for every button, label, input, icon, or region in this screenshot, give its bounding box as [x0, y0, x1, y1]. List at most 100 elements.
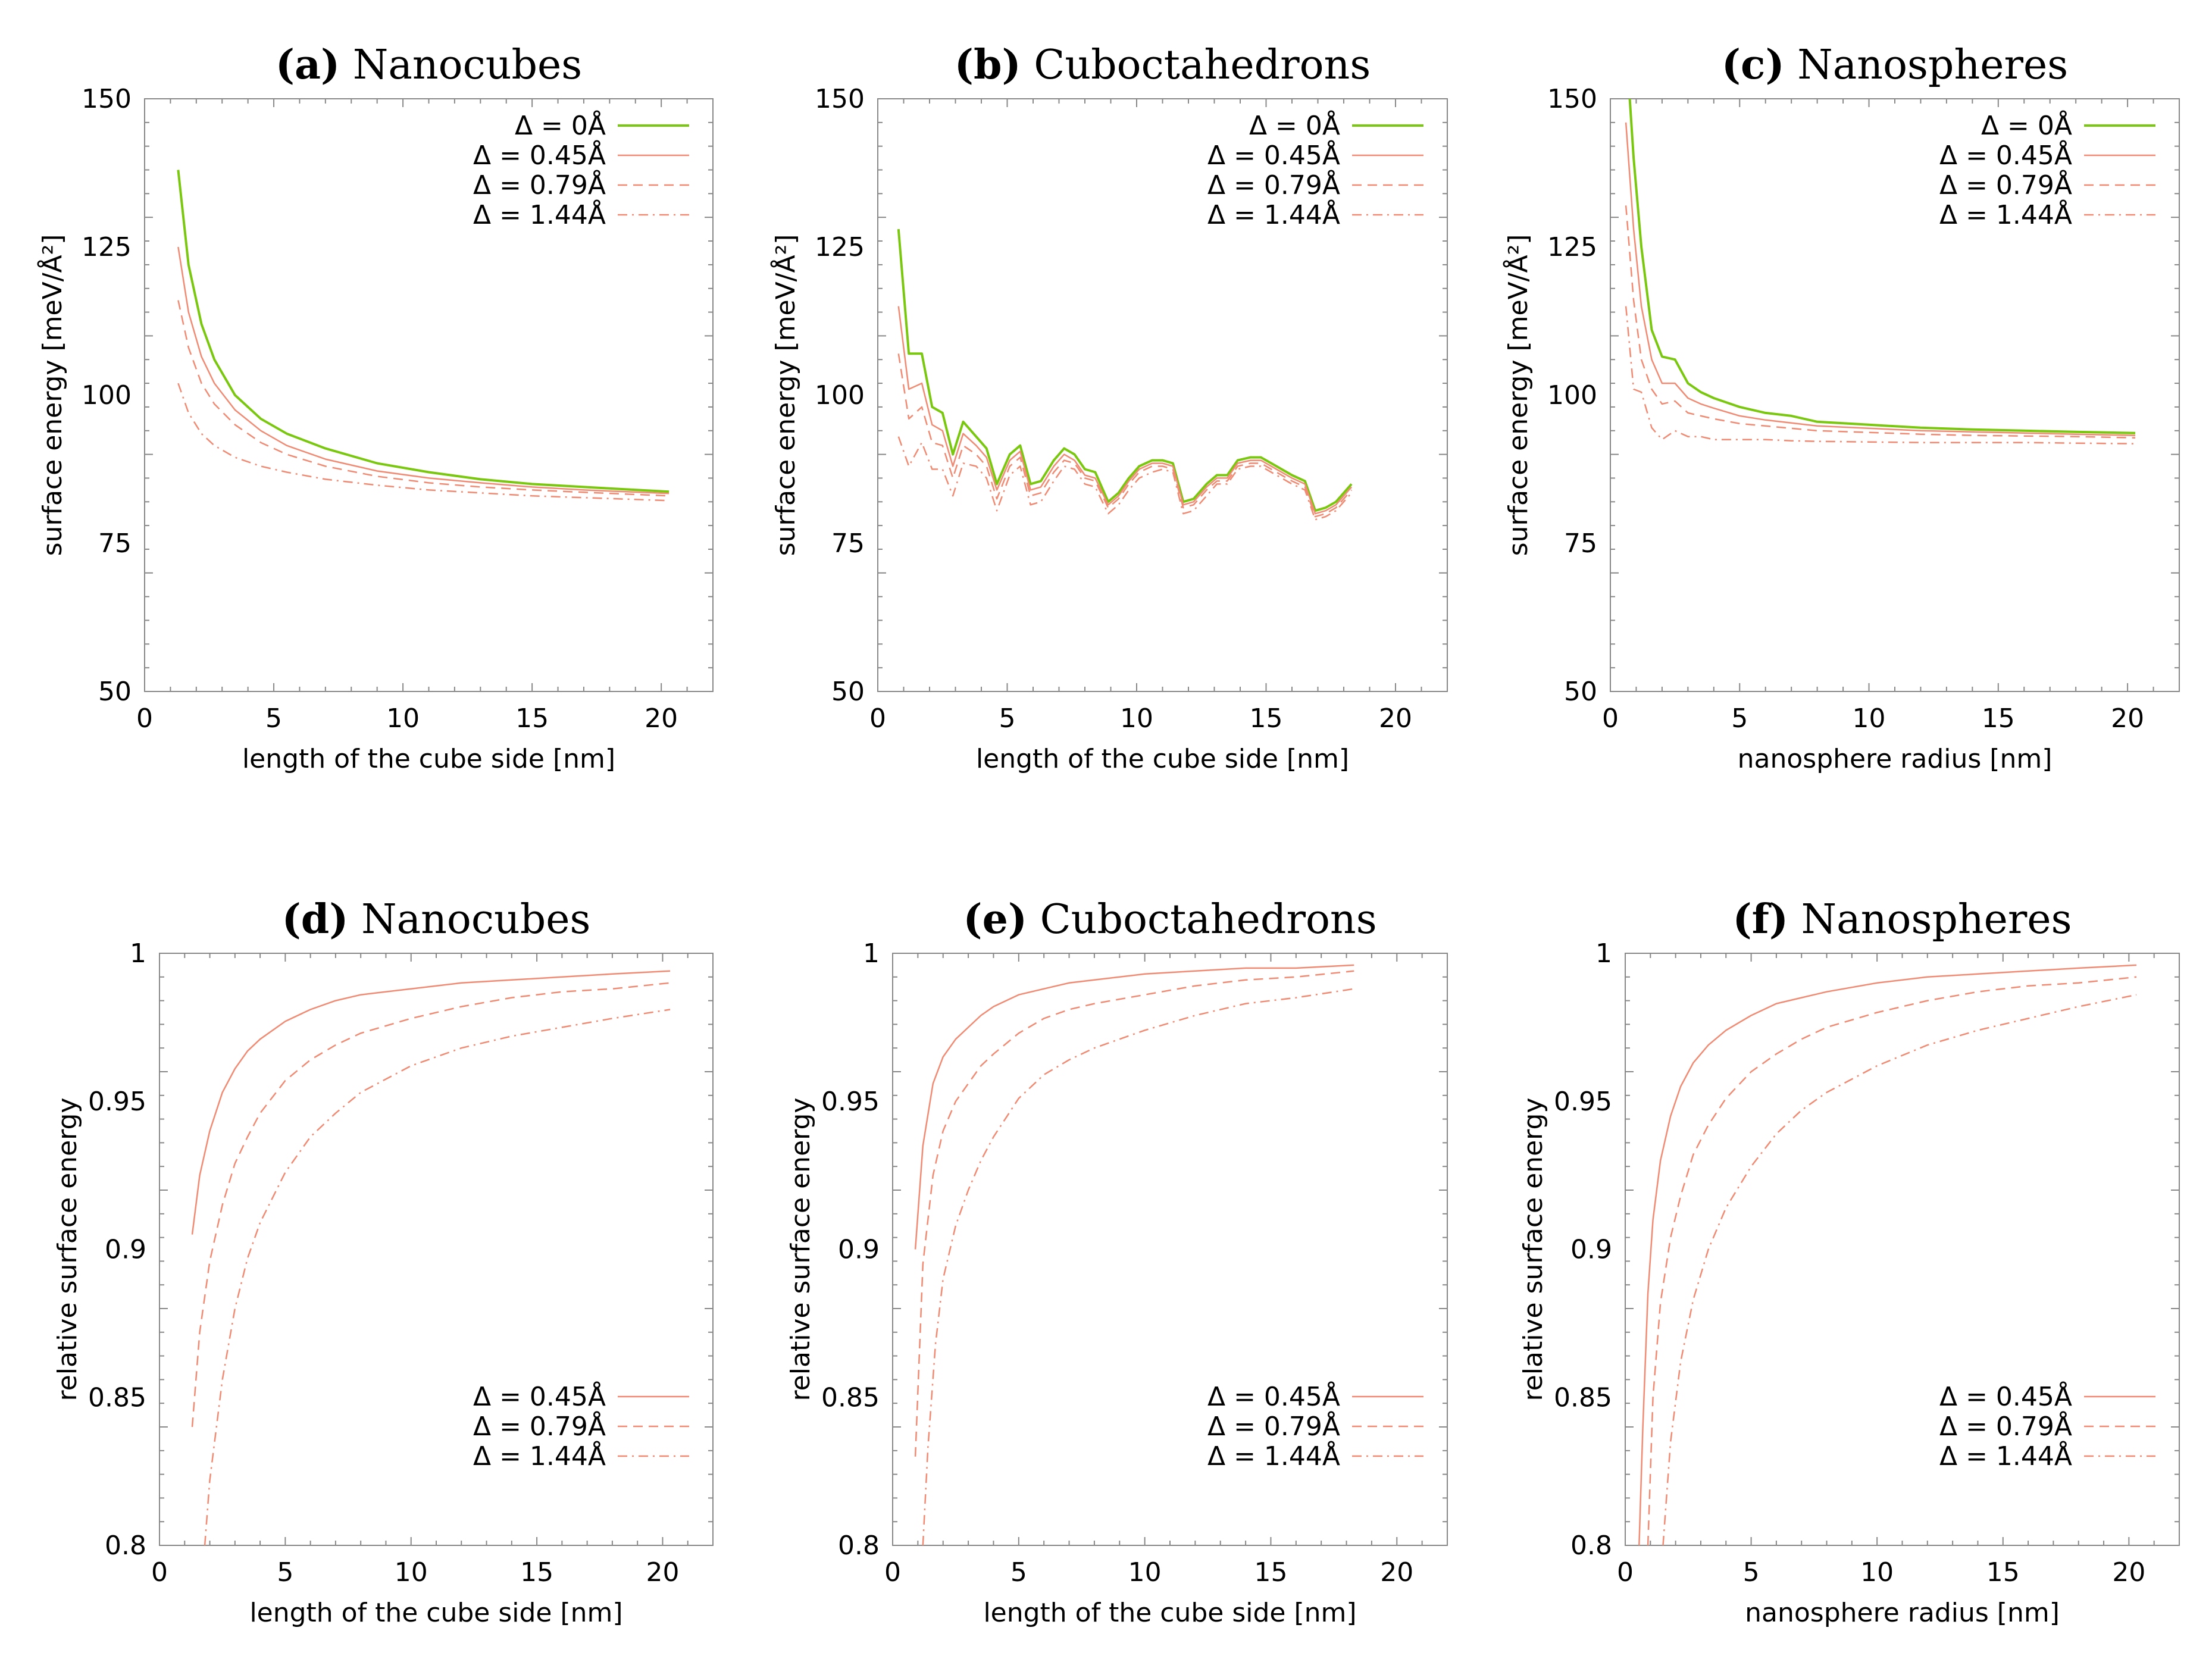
- y-axis-label: surface energy [meV/Å²]: [1502, 234, 1534, 556]
- series-group: [914, 964, 1354, 1545]
- legend-label: Δ = 0.45Å: [473, 139, 606, 171]
- y-tick-label: 0.95: [88, 1087, 146, 1117]
- x-tick-label: 10: [386, 703, 420, 734]
- y-tick-label: 100: [1547, 380, 1597, 411]
- legend-label: Δ = 0.45Å: [1207, 139, 1340, 171]
- legend-label: Δ = 0.79Å: [1939, 1410, 2072, 1442]
- x-tick-label: 20: [1379, 703, 1412, 734]
- panel-title: (f) Nanospheres: [1732, 896, 2072, 943]
- x-tick-label: 10: [1860, 1557, 1894, 1588]
- plot-frame: [892, 953, 1448, 1546]
- panel-c: 0 5 10 15 20 50 75 100 125 150 nanosphere radius […: [1502, 41, 2180, 774]
- x-tick-label: 15: [1982, 703, 2015, 734]
- plot-frame: [877, 98, 1448, 692]
- series-line-d144: [922, 988, 1354, 1545]
- series-line-d045: [1625, 122, 2136, 436]
- series-group: [1638, 964, 2137, 1545]
- y-tick-label: 0.85: [1554, 1382, 1612, 1413]
- x-tick-label: 0: [151, 1557, 168, 1588]
- x-tick-label: 10: [1128, 1557, 1162, 1588]
- y-axis-label: surface energy [meV/Å²]: [36, 234, 68, 556]
- legend-label: Δ = 1.44Å: [473, 199, 606, 230]
- legend-label: Δ = 0Å: [1249, 109, 1340, 141]
- series-line-d045: [191, 970, 671, 1235]
- panel-name: Nanospheres: [1785, 42, 2069, 89]
- series-line-d079: [1625, 205, 2136, 439]
- y-tick-label: 75: [831, 528, 865, 559]
- series-line-d144: [177, 383, 669, 502]
- series-line-d144: [897, 436, 1353, 521]
- y-tick-label: 1: [130, 938, 146, 969]
- x-axis-label: nanosphere radius [nm]: [1745, 1598, 2060, 1628]
- y-tick-label: 150: [815, 84, 865, 114]
- panel-title: (b) Cuboctahedrons: [955, 41, 1371, 89]
- legend-label: Δ = 0Å: [515, 109, 606, 141]
- x-tick-label: 0: [1602, 703, 1619, 734]
- series-group: [1625, 99, 2136, 445]
- legend-label: Δ = 0.45Å: [473, 1381, 606, 1412]
- y-tick-label: 0.95: [821, 1087, 880, 1117]
- x-tick-label: 10: [395, 1557, 428, 1588]
- series-group: [191, 970, 671, 1545]
- x-tick-label: 5: [1731, 703, 1748, 734]
- x-axis-label: length of the cube side [nm]: [249, 1598, 622, 1628]
- x-tick-label: 0: [136, 703, 153, 734]
- legend-label: Δ = 0.79Å: [1939, 169, 2072, 201]
- legend-label: Δ = 1.44Å: [473, 1440, 606, 1472]
- legend-label: Δ = 0.79Å: [1207, 169, 1340, 201]
- legend-label: Δ = 0.79Å: [473, 1410, 606, 1442]
- x-axis-label: length of the cube side [nm]: [983, 1598, 1356, 1628]
- x-tick-label: 5: [1743, 1557, 1760, 1588]
- plot-frame: [159, 953, 714, 1546]
- legend-label: Δ = 1.44Å: [1939, 1440, 2072, 1472]
- y-tick-label: 0.85: [88, 1382, 146, 1413]
- panel-tag: (a): [276, 41, 340, 89]
- x-tick-label: 20: [2112, 1557, 2145, 1588]
- series-line-d144: [1662, 994, 2137, 1545]
- y-tick-label: 125: [1547, 232, 1597, 262]
- panel-b: 0 5 10 15 20 50 75 100 125 150 length of the cube …: [769, 41, 1448, 774]
- y-axis-label: relative surface energy: [1518, 1098, 1548, 1401]
- panel-f: 0 5 10 15 20 0.8 0.85 0.9 0.95 1 nanosphere radius…: [1518, 896, 2180, 1628]
- x-tick-label: 15: [1986, 1557, 2020, 1588]
- x-tick-label: 0: [884, 1557, 901, 1588]
- plot-frame: [144, 98, 714, 692]
- x-tick-label: 15: [520, 1557, 553, 1588]
- x-tick-label: 5: [277, 1557, 293, 1588]
- panel-d: 0 5 10 15 20 0.8 0.85 0.9 0.95 1 length of the cub…: [52, 896, 714, 1628]
- panel-name: Cuboctahedrons: [1027, 896, 1377, 943]
- y-tick-label: 1: [863, 938, 880, 969]
- series-line-d079: [897, 353, 1353, 518]
- y-tick-label: 1: [1595, 938, 1612, 969]
- x-tick-label: 10: [1120, 703, 1153, 734]
- y-tick-label: 50: [98, 677, 132, 707]
- panel-tag: (d): [282, 896, 349, 943]
- y-tick-label: 0.8: [838, 1530, 880, 1561]
- series-line-d045: [177, 246, 669, 494]
- x-axis-label: nanosphere radius [nm]: [1738, 744, 2053, 774]
- series-line-d079: [177, 300, 669, 497]
- y-tick-label: 0.95: [1554, 1087, 1612, 1117]
- panel-name: Cuboctahedrons: [1021, 42, 1371, 89]
- legend-label: Δ = 0Å: [1981, 109, 2072, 141]
- x-tick-label: 15: [1254, 1557, 1287, 1588]
- series-line-d045: [914, 964, 1354, 1250]
- x-tick-label: 15: [515, 703, 549, 734]
- y-tick-label: 125: [82, 232, 132, 262]
- series-line-d144: [1625, 306, 2136, 445]
- y-tick-label: 125: [815, 232, 865, 262]
- y-axis-label: surface energy [meV/Å²]: [769, 234, 801, 556]
- panel-name: Nanocubes: [348, 896, 590, 943]
- y-tick-label: 0.8: [105, 1530, 146, 1561]
- x-tick-label: 5: [1010, 1557, 1027, 1588]
- y-tick-label: 0.9: [1570, 1235, 1612, 1265]
- panel-tag: (c): [1722, 41, 1785, 89]
- x-tick-label: 10: [1853, 703, 1886, 734]
- series-group: [177, 170, 669, 502]
- x-tick-label: 0: [869, 703, 886, 734]
- legend-label: Δ = 0.45Å: [1207, 1381, 1340, 1412]
